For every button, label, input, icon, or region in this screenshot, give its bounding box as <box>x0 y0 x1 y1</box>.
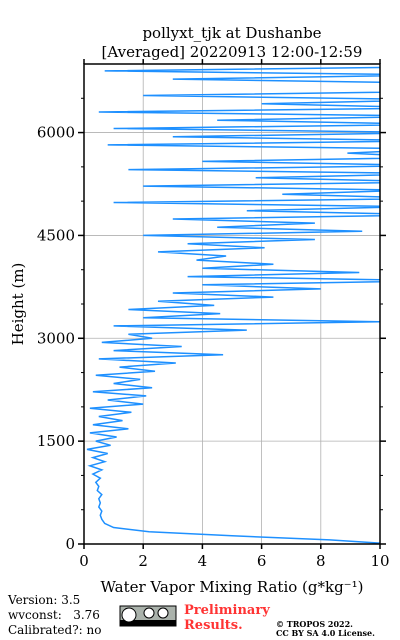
chart-title: pollyxt_tjk at Dushanbe <box>142 24 321 42</box>
license: CC BY SA 4.0 License. <box>276 628 375 638</box>
x-tick-label: 8 <box>316 552 326 570</box>
x-tick-label: 10 <box>370 552 389 570</box>
copyright: © TROPOS 2022. <box>276 619 353 629</box>
results: Results. <box>184 618 243 633</box>
y-tick-label: 3000 <box>37 329 75 347</box>
x-tick-label: 6 <box>257 552 267 570</box>
y-axis-label: Height (m) <box>9 263 27 346</box>
plot: 0 2 4 6 8 10 0 1500 3000 4500 6000 <box>37 59 390 570</box>
profile-line <box>86 66 380 544</box>
x-tick-label: 2 <box>138 552 148 570</box>
chart-subtitle: [Averaged] 20220913 12:00-12:59 <box>102 43 363 61</box>
y-tick-label: 6000 <box>37 124 75 142</box>
calibrated: Calibrated?: no <box>8 623 101 637</box>
y-tick-label: 4500 <box>37 226 75 244</box>
x-tick-label: 4 <box>198 552 208 570</box>
y-tick-label: 1500 <box>37 432 75 450</box>
version: Version: 3.5 <box>7 593 80 607</box>
wvconst: wvconst: 3.76 <box>8 608 100 622</box>
plot-frame <box>83 63 381 545</box>
cc-logo <box>119 605 177 627</box>
x-tick-label: 0 <box>79 552 89 570</box>
x-axis-label: Water Vapor Mixing Ratio (g*kg⁻¹) <box>101 578 364 596</box>
y-tick-label: 0 <box>65 535 75 553</box>
preliminary: Preliminary <box>184 603 270 618</box>
